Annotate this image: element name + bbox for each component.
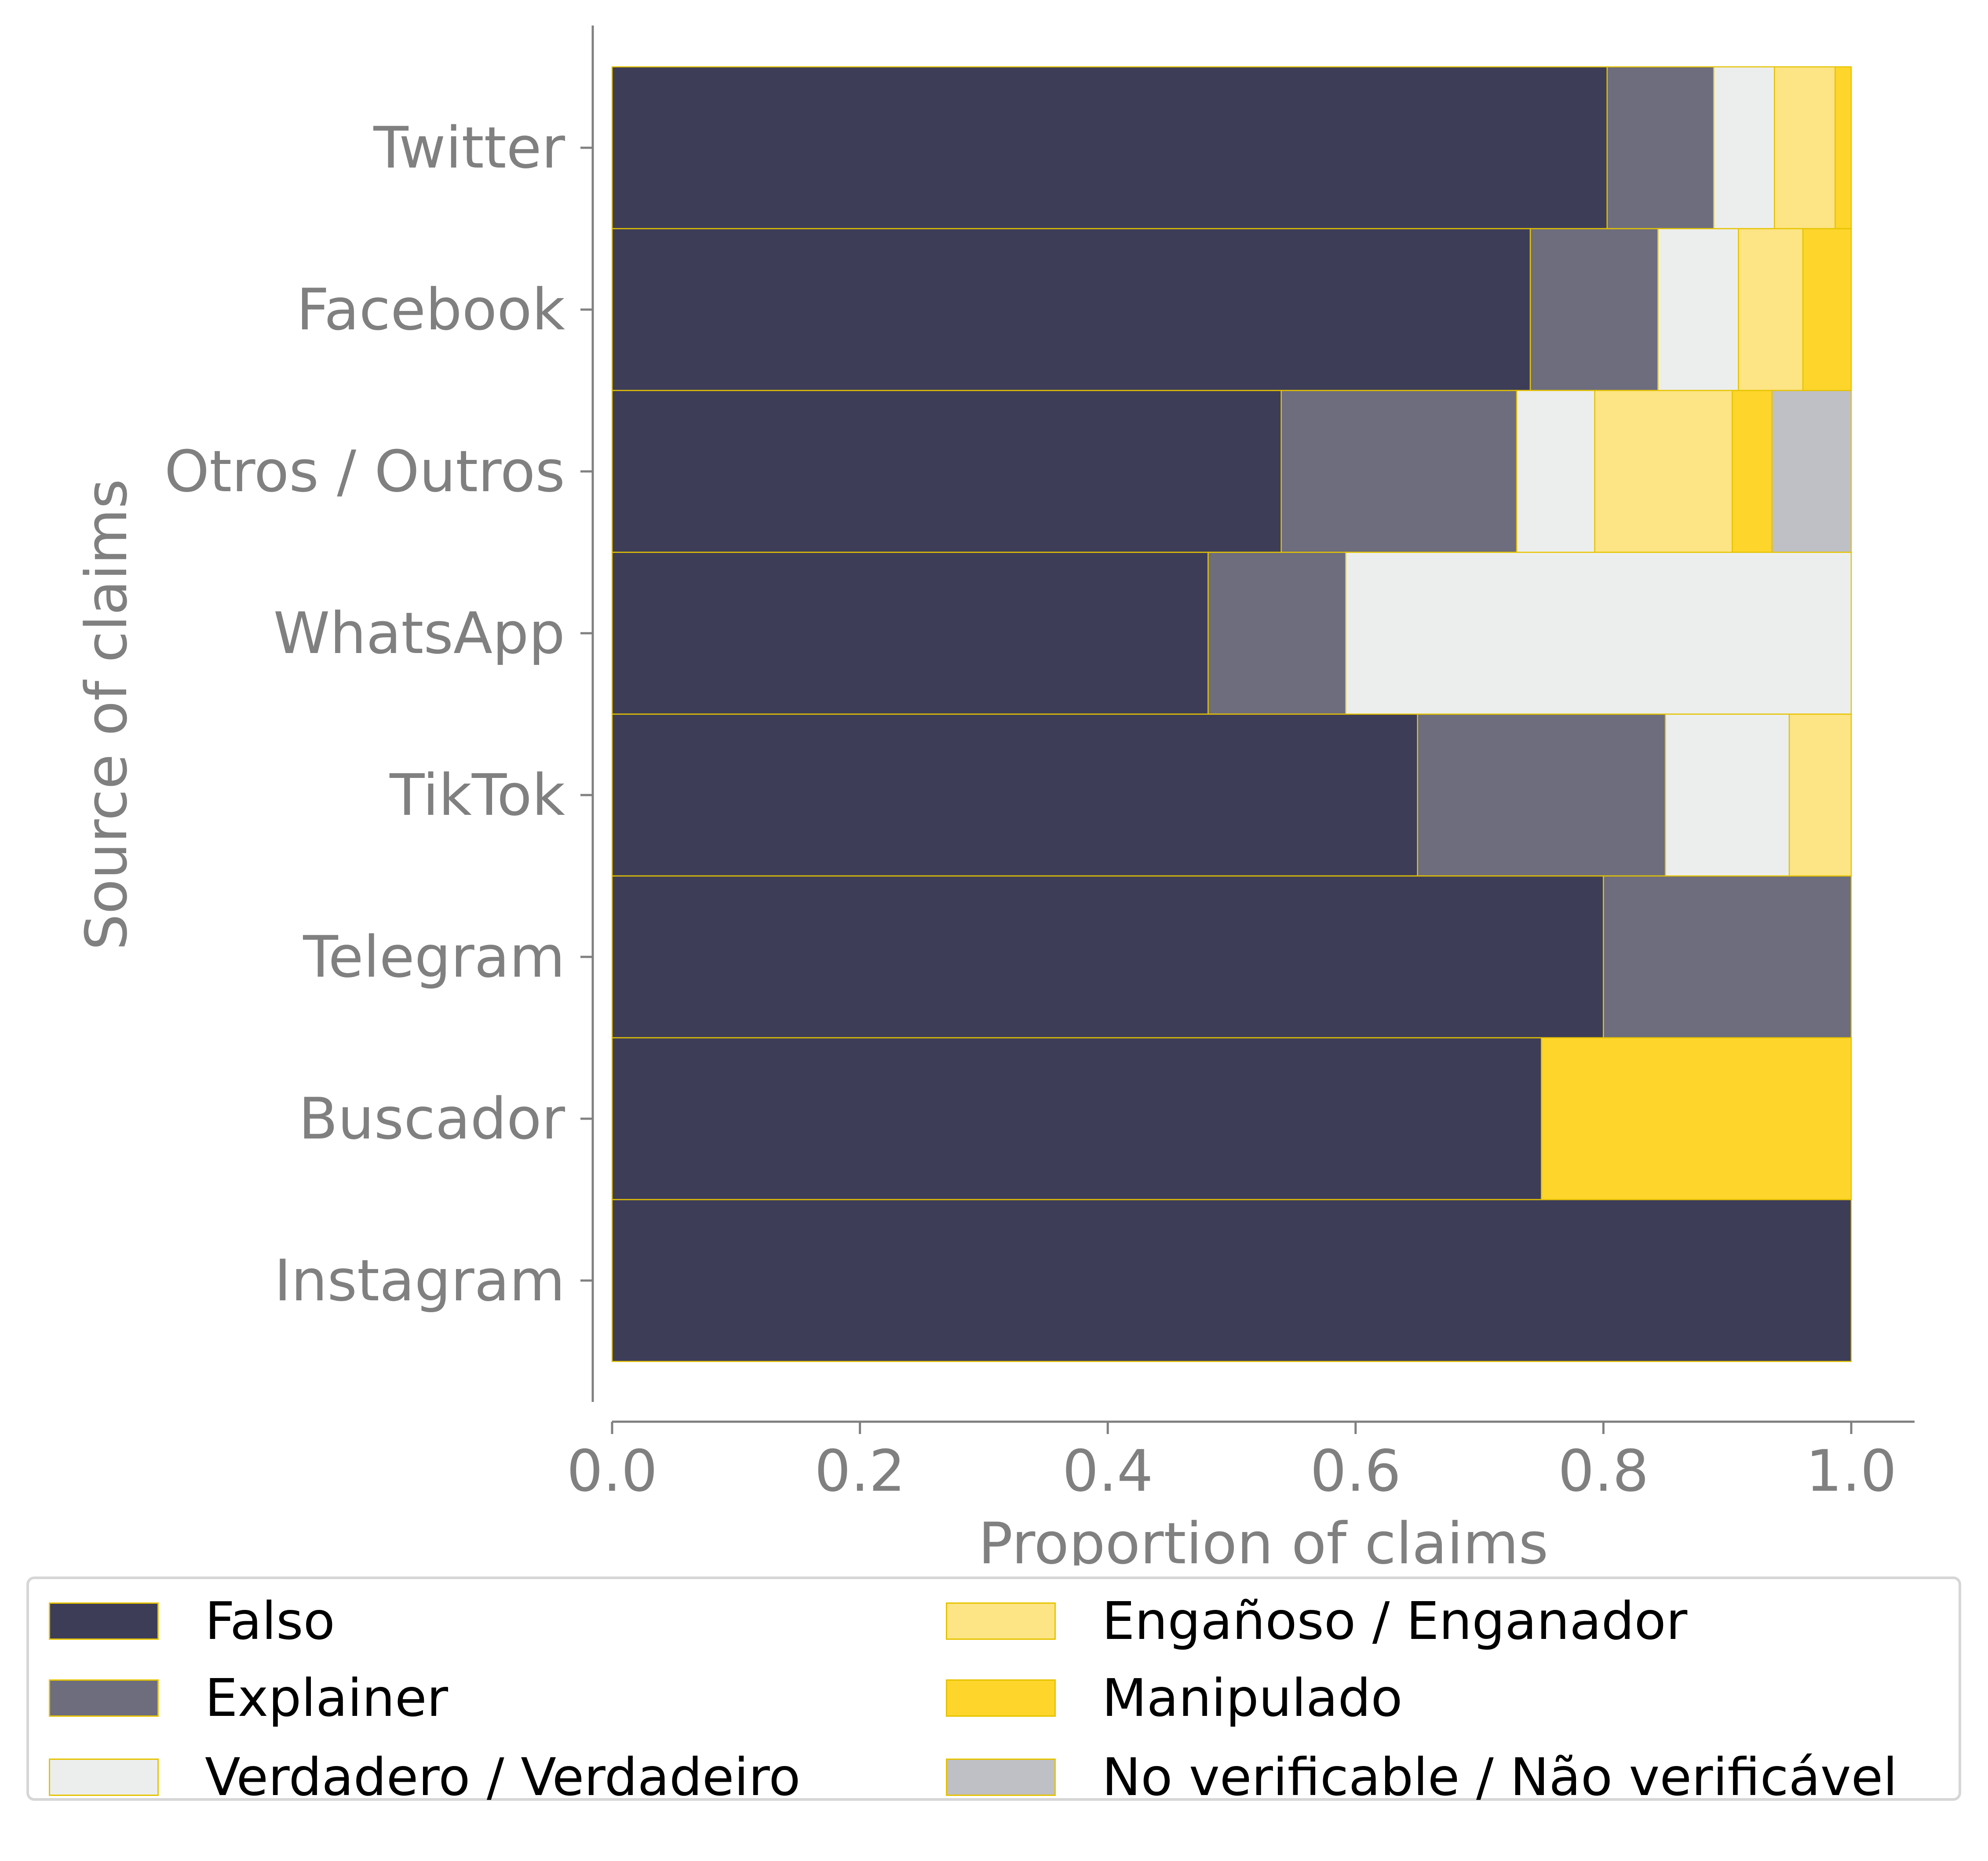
bar-segment-0-3	[1774, 66, 1836, 230]
bar-segment-4-3	[1788, 713, 1852, 877]
legend: Falso Explainer Verdadero / Verdadeiro Enga…	[26, 1576, 1961, 1807]
y-tick-label: Buscador	[299, 1085, 565, 1152]
bar-segment-0-4	[1835, 66, 1852, 230]
x-tick-label: 0.2	[814, 1438, 905, 1504]
stacked-bar-chart: Twitter Facebook Otros / Outros WhatsApp Tik…	[73, 26, 1915, 1565]
x-tick-label: 0.0	[567, 1438, 658, 1504]
bar-segment-4-1	[1417, 713, 1666, 877]
bar-segment-1-4	[1802, 228, 1852, 391]
legend-item: Explainer	[49, 1665, 448, 1731]
bar-segment-3-0	[611, 551, 1209, 715]
bar-segment-6-0	[611, 1037, 1542, 1201]
bar-segment-0-2	[1713, 66, 1775, 230]
legend-label: Engañoso / Enganador	[1102, 1591, 1688, 1651]
bar-segment-2-2	[1516, 390, 1595, 553]
x-axis-title: Proportion of claims	[978, 1510, 1548, 1565]
bar-segment-5-1	[1603, 875, 1852, 1039]
bar-segment-2-1	[1280, 390, 1517, 553]
legend-swatch	[49, 1758, 159, 1796]
legend-label: Falso	[205, 1591, 335, 1651]
bar-segment-0-1	[1606, 66, 1714, 230]
y-ticks-group: Twitter Facebook Otros / Outros WhatsApp Tik…	[164, 114, 593, 1314]
bar-segment-3-2	[1345, 551, 1852, 715]
bars-group	[611, 66, 1852, 1362]
y-axis-title: Source of claims	[73, 479, 140, 950]
x-ticks-group: 0.0 0.2 0.4 0.6 0.8 1.0	[567, 1422, 1897, 1504]
legend-label: No verificable / Não verificável	[1102, 1747, 1898, 1807]
bar-segment-0-0	[611, 66, 1608, 230]
bar-segment-2-0	[611, 390, 1282, 553]
x-tick-label: 0.4	[1062, 1438, 1153, 1504]
legend-item: Manipulado	[946, 1665, 1403, 1731]
legend-swatch	[946, 1602, 1056, 1640]
legend-swatch	[49, 1602, 159, 1640]
bar-segment-1-0	[611, 228, 1531, 391]
y-tick-label: Facebook	[296, 276, 565, 343]
bar-segment-4-0	[611, 713, 1418, 877]
bar-segment-6-4	[1541, 1037, 1852, 1201]
legend-label: Explainer	[205, 1668, 449, 1728]
legend-label: Verdadero / Verdadeiro	[205, 1747, 801, 1807]
y-tick-label: Twitter	[373, 114, 565, 181]
legend-item: Engañoso / Enganador	[946, 1588, 1687, 1654]
y-tick-label: WhatsApp	[274, 600, 565, 667]
bar-segment-3-1	[1207, 551, 1346, 715]
x-tick-label: 0.6	[1310, 1438, 1401, 1504]
y-tick-label: Telegram	[303, 923, 565, 990]
bar-segment-2-3	[1594, 390, 1733, 553]
bar-segment-1-1	[1529, 228, 1659, 391]
legend-item: Falso	[49, 1588, 335, 1654]
legend-label: Manipulado	[1102, 1668, 1403, 1728]
x-tick-label: 0.8	[1558, 1438, 1649, 1504]
bar-segment-1-2	[1657, 228, 1739, 391]
bar-segment-5-0	[611, 875, 1604, 1039]
legend-swatch	[946, 1679, 1056, 1717]
y-tick-label: Instagram	[274, 1247, 565, 1314]
y-tick-label: TikTok	[389, 762, 565, 828]
legend-swatch	[49, 1679, 159, 1717]
bar-segment-2-4	[1732, 390, 1773, 553]
legend-item: No verificable / Não verificável	[946, 1744, 1897, 1810]
bar-segment-7-0	[611, 1199, 1852, 1362]
legend-swatch	[946, 1758, 1056, 1796]
y-tick-label: Otros / Outros	[164, 438, 565, 505]
x-tick-label: 1.0	[1806, 1438, 1897, 1504]
bar-segment-2-5	[1771, 390, 1852, 553]
legend-item: Verdadero / Verdadeiro	[49, 1744, 800, 1810]
bar-segment-1-3	[1738, 228, 1804, 391]
bar-segment-4-2	[1665, 713, 1790, 877]
